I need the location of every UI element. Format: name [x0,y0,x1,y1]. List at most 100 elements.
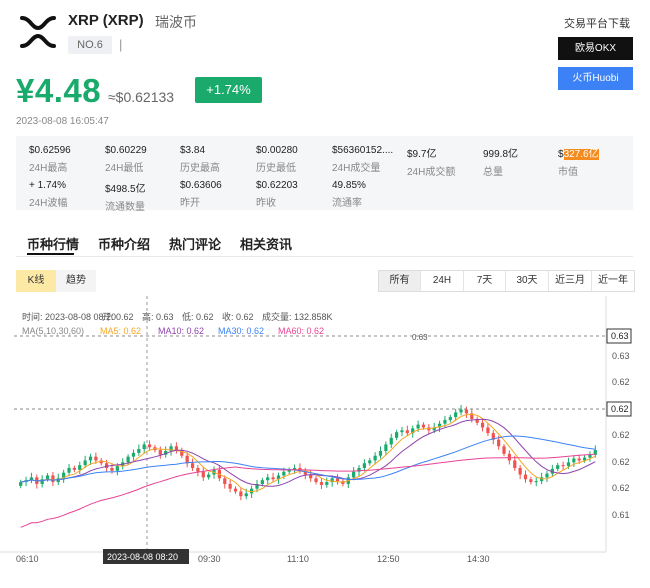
period-24h[interactable]: 24H [420,271,463,291]
stat-ath: $3.84 历史最高 [180,145,220,174]
ma30-line [20,435,596,483]
okx-download-button[interactable]: 欧易OKX [558,37,633,60]
candle-body [83,460,87,466]
kline-chart[interactable]: 时间: 2023-08-08 08:20开: 0.62 高: 0.63 低: 0.6… [0,296,650,588]
period-3m[interactable]: 近三月 [548,271,591,291]
candle-body [437,423,442,428]
tab-intro[interactable]: 币种介绍 [98,237,151,252]
current-price-box [606,401,632,417]
top-price-box [606,328,632,344]
stat-total-supply: 999.8亿 总量 [483,149,519,178]
period-1y[interactable]: 近一年 [591,271,634,291]
candle-body [523,474,528,480]
candle-body [400,430,404,433]
y-tick-label: 0.62 [612,457,630,467]
stat-24h-range: + 1.74% 24H波幅 [29,180,68,209]
x-tick-label: 06:10 [16,554,39,564]
stat-circulating: $498.5亿 流通数量 [105,184,146,213]
stat-circulation-rate: 49.85% 流通率 [332,180,366,209]
y-tick-label: 0.61 [612,510,630,520]
candle-body [19,482,23,486]
candle-body [491,433,495,440]
ma-legend-4: MA60: 0.62 [278,326,324,336]
x-tick-label: 11:10 [287,554,309,564]
candle-body [40,479,44,484]
trend-mode-button[interactable]: 趋势 [56,270,96,292]
candle-body [556,465,560,469]
top-price-label: 0.63 [611,331,629,341]
price-usd: ≈$0.62133 [108,89,175,105]
candle-body [244,493,248,497]
candle-body [432,427,436,431]
candle-body [260,480,264,484]
candle-body [395,432,399,438]
ma60-line [20,453,596,528]
tab-news[interactable]: 相关资讯 [240,237,293,252]
candle-body [319,482,324,485]
candle-body [357,467,361,472]
tab-market[interactable]: 币种行情 [27,237,80,252]
period-30d[interactable]: 30天 [505,271,548,291]
tab-comments[interactable]: 热门评论 [169,237,222,252]
y-tick-label: 0.62 [612,377,630,387]
candle-body [486,427,490,434]
candle-body [72,467,76,470]
candle-body [373,455,377,461]
y-tick-label: 0.63 [612,351,630,361]
candle-body [239,491,243,497]
crosshair-time-label: 2023-08-08 08:20 [107,552,178,562]
candle-body [223,478,227,484]
xrp-logo-icon [20,16,56,48]
tab-divider [16,256,633,257]
candle-body [276,475,281,480]
candle-body [330,478,334,483]
candle-body [405,430,409,434]
candle-body [228,483,232,489]
candle-body [298,467,302,471]
candle-body [62,472,66,479]
rank-separator: | [119,37,123,52]
candle-body [335,478,340,482]
chart-info-high: 高: 0.63 [142,311,174,322]
candle-body [577,458,581,461]
candle-body [250,488,254,494]
x-tick-label: 12:50 [377,554,400,564]
huobi-download-button[interactable]: 火币Huobi [558,67,633,90]
candle-body [180,450,184,456]
candle-body [292,467,297,470]
kline-mode-button[interactable]: K线 [16,270,56,292]
ma-legend-2: MA10: 0.62 [158,326,204,336]
candle-body [497,439,501,447]
candle-body [411,428,415,434]
change-badge: +1.74% [195,77,262,103]
candle-body [303,470,307,475]
candle-body [378,451,383,456]
chart-info-volume: 成交量: 132.858K [262,311,333,322]
candle-body [582,457,587,461]
candle-body [158,450,162,455]
candle-body [88,456,93,461]
peak-price-label: 0.63 [412,333,428,342]
candle-body [470,413,474,419]
candle-body [78,465,82,470]
period-7d[interactable]: 7天 [463,271,505,291]
candle-body [588,454,592,458]
candle-body [126,456,130,463]
y-tick-label: 0.62 [612,483,630,493]
candle-body [287,469,291,472]
stat-24h-high: $0.62596 24H最高 [29,145,71,174]
candle-body [94,456,98,461]
candle-body [271,477,275,480]
candle-body [147,444,152,448]
candle-body [67,467,71,473]
candle-body [105,463,109,468]
candle-body [362,463,366,468]
tab-active-indicator [27,253,74,255]
stat-atl: $0.00280 历史最低 [256,145,298,174]
candle-body [201,471,205,478]
period-all[interactable]: 所有 [379,271,420,291]
ma10-line [20,418,596,487]
candle-body [196,467,200,472]
candle-body [169,446,173,452]
candle-body [314,478,318,483]
